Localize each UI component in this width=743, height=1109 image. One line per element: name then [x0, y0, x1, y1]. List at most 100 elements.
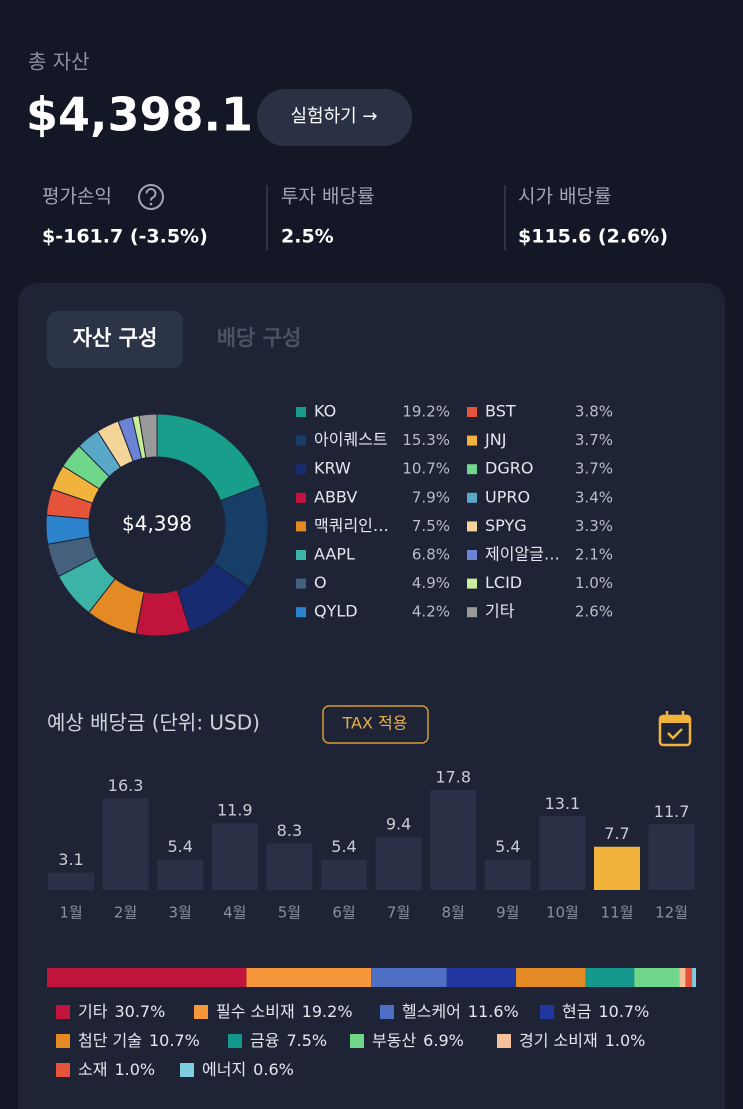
legend-entry: 부동산 6.9%: [372, 1031, 464, 1050]
legend-swatch: [296, 521, 306, 532]
legend-value: 15.3%: [402, 431, 450, 449]
button-bg[interactable]: [257, 89, 412, 146]
bar-value-label: 16.3: [108, 776, 144, 795]
bar: [211, 823, 258, 890]
stat-value: $115.6 (2.6%): [518, 226, 668, 248]
legend-swatch: [296, 464, 306, 475]
bar: [266, 843, 313, 890]
legend-swatch: [228, 1034, 242, 1048]
total-value: $4,398.1: [26, 88, 253, 142]
card: [18, 283, 725, 1109]
legend-value: 10.7%: [149, 1031, 200, 1050]
x-tick-label: 6월: [332, 904, 355, 922]
help-icon[interactable]: [138, 184, 164, 210]
x-tick-label: 4월: [223, 904, 246, 922]
calendar-icon[interactable]: [658, 711, 692, 747]
legend-value: 3.3%: [575, 517, 613, 535]
stack-segment: [446, 968, 517, 987]
stack-segment: [371, 968, 447, 987]
legend-label: DGRO: [485, 459, 533, 478]
x-tick-label: 9월: [496, 904, 519, 922]
stack-segment: [585, 968, 635, 987]
legend-label: 첨단 기술: [78, 1031, 142, 1050]
stack-segment: [516, 968, 586, 987]
legend-swatch: [467, 464, 477, 475]
calendar-top[interactable]: [660, 716, 690, 723]
legend-swatch: [56, 1005, 70, 1019]
x-tick-label: 3월: [169, 904, 192, 922]
legend-swatch: [194, 1005, 208, 1019]
donut-center-label: $4,398: [122, 512, 192, 536]
legend-label: 현금: [562, 1002, 591, 1021]
legend-label: O: [314, 573, 327, 592]
legend-value: 11.6%: [468, 1002, 519, 1021]
stat-value: 2.5%: [281, 226, 334, 248]
x-tick-label: 1월: [59, 904, 82, 922]
legend-label: 필수 소비재: [216, 1002, 295, 1021]
bar: [48, 872, 94, 890]
legend-swatch: [296, 435, 306, 446]
bar-value-label: 9.4: [386, 815, 411, 834]
chart-title: 예상 배당금 (단위: USD): [47, 711, 260, 735]
button-label[interactable]: 실험하기 →: [290, 106, 377, 127]
legend-label: KO: [314, 402, 336, 421]
badge-border[interactable]: [322, 705, 429, 744]
legend-label: JNJ: [484, 430, 506, 449]
help-dot[interactable]: [149, 202, 153, 206]
legend-value: 3.4%: [575, 488, 613, 506]
tab[interactable]: 배당 구성: [217, 326, 302, 350]
tab[interactable]: 자산 구성: [73, 326, 158, 350]
bar: [648, 824, 695, 890]
x-tick-label: 11월: [601, 904, 634, 922]
legend-label: AAPL: [314, 545, 355, 564]
stack-segment: [685, 968, 693, 987]
badge[interactable]: TAX 적용: [342, 714, 408, 733]
legend-swatch: [350, 1034, 364, 1048]
tab-active-bg[interactable]: [47, 311, 183, 368]
legend-value: 2.1%: [575, 546, 613, 564]
stack-segment: [692, 968, 696, 987]
x-tick-label: 7월: [387, 904, 410, 922]
donut-slice: [138, 413, 158, 459]
dividend-chart: 예상 배당금 (단위: USD) TAX 적용 3.1 1월 16.3 2월 5.4 3월…: [47, 705, 695, 922]
legend-value: 10.7%: [598, 1002, 649, 1021]
legend-entry: 현금 10.7%: [562, 1002, 649, 1021]
legend-label: 소재: [78, 1060, 107, 1079]
legend-swatch: [296, 492, 306, 503]
legend-value: 4.2%: [412, 603, 450, 621]
bar: [102, 798, 149, 890]
stack-segment: [47, 968, 247, 987]
legend-entry: 소재 1.0%: [78, 1060, 155, 1079]
legend-value: 2.6%: [575, 603, 613, 621]
legend-entry: 에너지 0.6%: [202, 1060, 294, 1079]
total-label: 총 자산: [28, 50, 90, 74]
bar: [430, 790, 477, 890]
experiment-button[interactable]: 실험하기 →: [257, 89, 412, 146]
legend-swatch: [467, 550, 477, 560]
legend-value: 7.5%: [286, 1031, 327, 1050]
legend-swatch: [467, 407, 477, 417]
legend-value: 1.0%: [114, 1060, 155, 1079]
help-circle[interactable]: [138, 184, 164, 210]
bar-value-label: 8.3: [277, 821, 302, 840]
legend-entry: 필수 소비재 19.2%: [216, 1002, 353, 1021]
legend-swatch: [296, 550, 306, 560]
legend-swatch: [296, 407, 306, 417]
legend-value: 7.5%: [412, 517, 450, 535]
legend-label: 아이퀘스트: [314, 430, 388, 449]
legend-value: 19.2%: [402, 403, 450, 421]
legend-value: 3.7%: [575, 431, 613, 449]
x-tick-label: 5월: [278, 904, 301, 922]
x-tick-label: 12월: [655, 904, 688, 922]
help-glyph[interactable]: [145, 187, 157, 201]
bar: [375, 837, 422, 890]
legend-swatch: [467, 578, 477, 589]
calendar-check[interactable]: [667, 728, 683, 740]
stat-label: 시가 배당률: [518, 186, 611, 208]
legend-swatch: [380, 1005, 394, 1019]
legend-swatch: [180, 1063, 194, 1077]
bar-value-label: 3.1: [58, 850, 83, 869]
stat-label: 평가손익: [42, 186, 112, 208]
bar: [321, 859, 367, 890]
